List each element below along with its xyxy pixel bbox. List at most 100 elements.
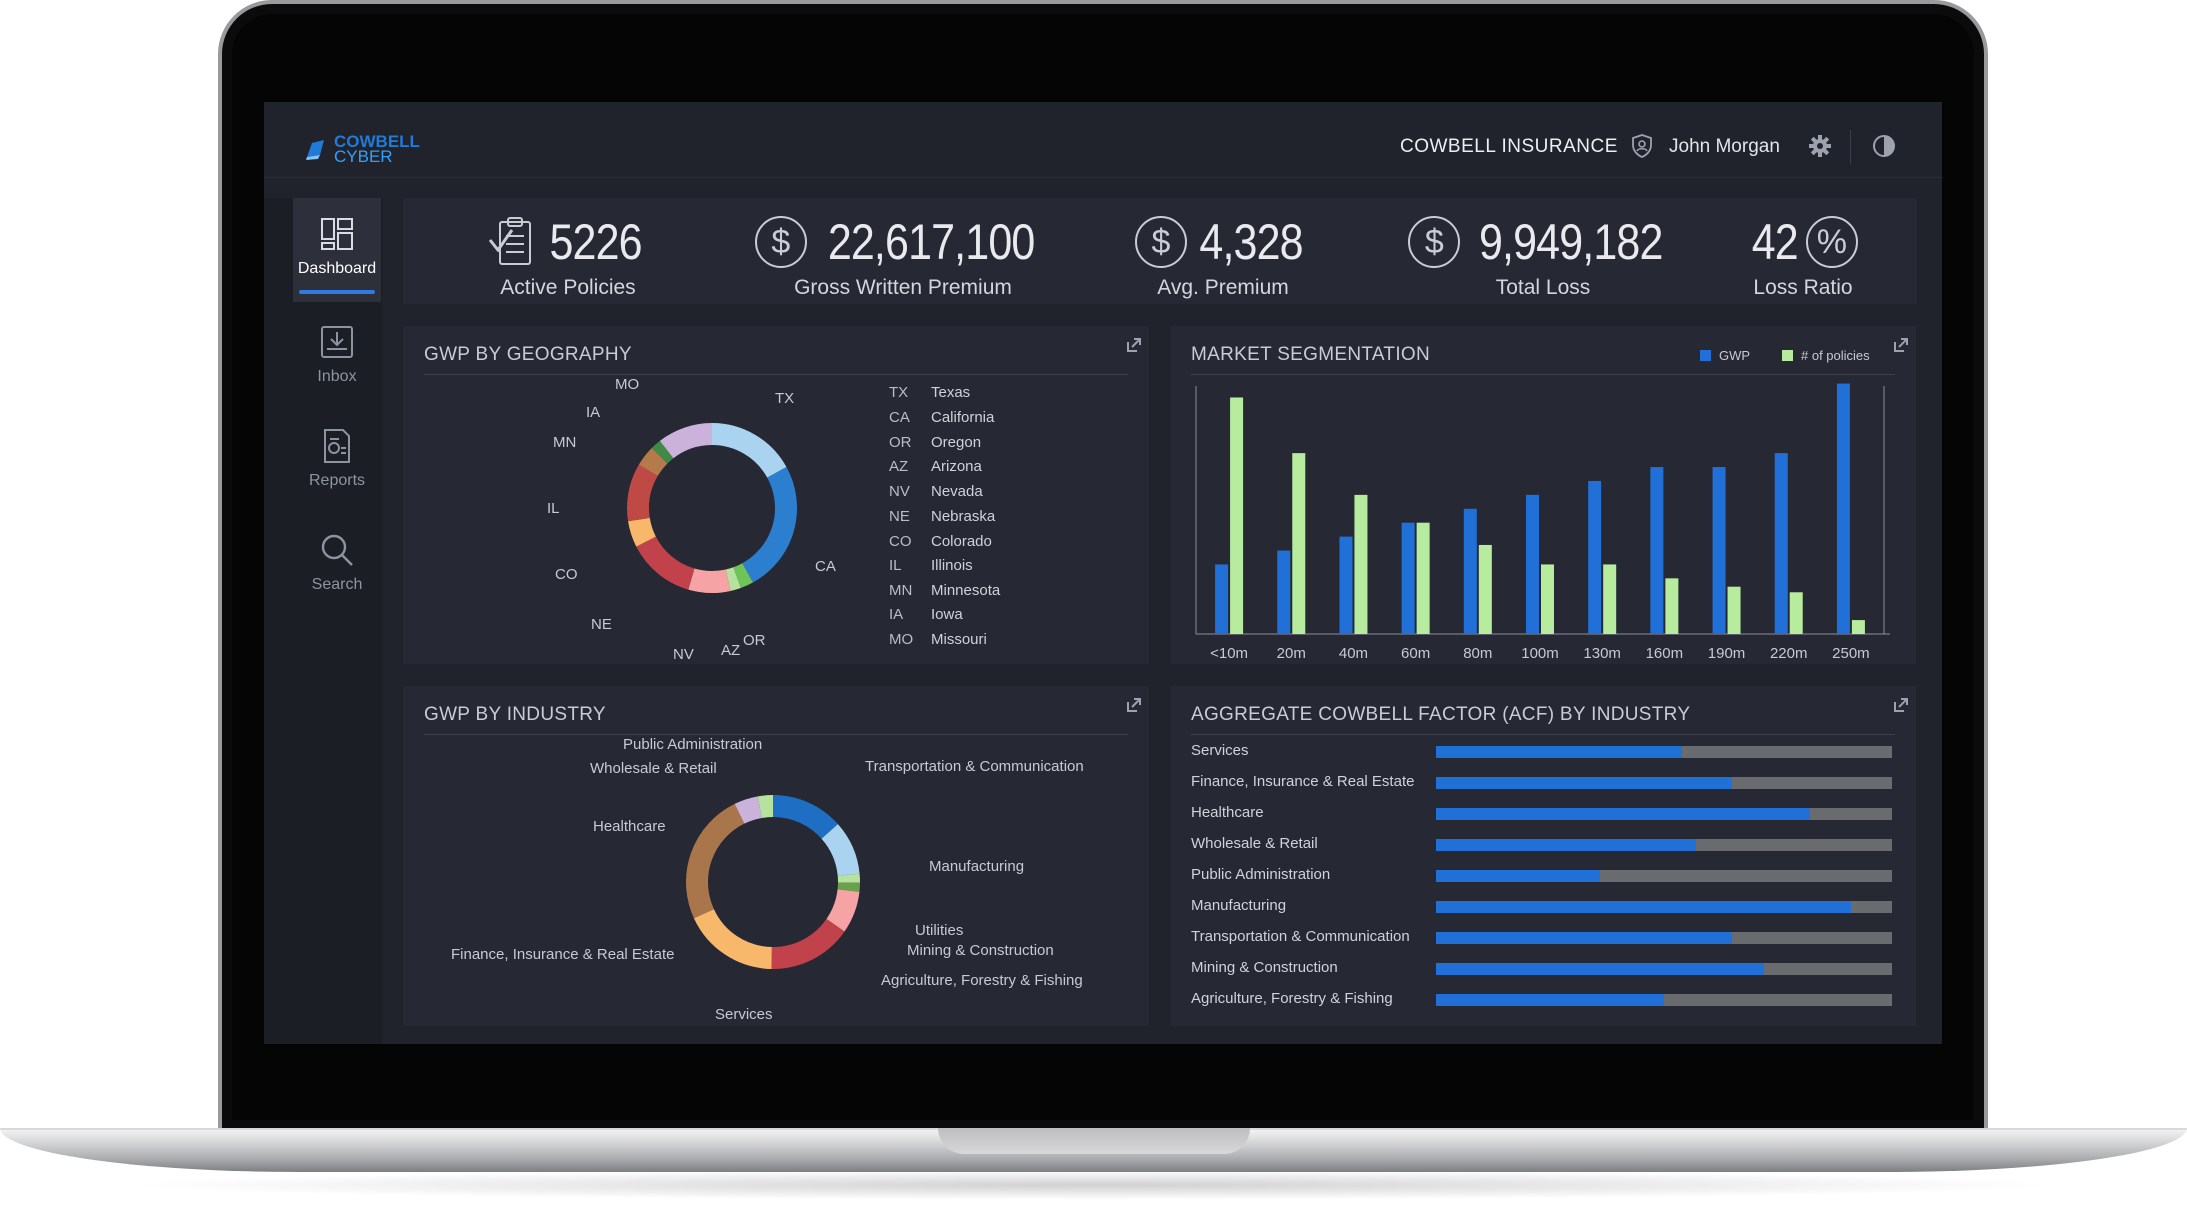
kpi-value: 42 <box>1751 214 1799 270</box>
kpi-total-loss[interactable]: $ 9,949,182 Total Loss <box>1403 210 1683 300</box>
policies-bar[interactable] <box>1789 592 1803 634</box>
acf-track <box>1436 839 1892 851</box>
kpi-loss-ratio[interactable]: 42 % Loss Ratio <box>1723 210 1883 300</box>
geo-slice[interactable] <box>711 423 787 479</box>
geo-slice-label-ca: CA <box>815 558 836 575</box>
legend-label: # of policies <box>1801 348 1870 363</box>
acf-bar <box>1436 932 1733 944</box>
sidebar-item-dashboard[interactable]: Dashboard <box>293 198 381 302</box>
user-name[interactable]: John Morgan <box>1669 136 1780 157</box>
gwp-geography-panel: GWP BY GEOGRAPHY MO TX IA MN IL CO CA NE… <box>403 326 1149 664</box>
acf-row[interactable]: Wholesale & Retail <box>1191 831 1905 859</box>
acf-row[interactable]: Mining & Construction <box>1191 955 1905 983</box>
gwp-bar[interactable] <box>1774 453 1788 634</box>
sidebar-item-search[interactable]: Search <box>293 514 381 618</box>
geo-slice[interactable] <box>659 423 713 459</box>
acf-row[interactable]: Public Administration <box>1191 862 1905 890</box>
policies-bar[interactable] <box>1416 522 1430 634</box>
geo-slice-label-az: AZ <box>721 642 741 659</box>
gwp-bar[interactable] <box>1401 522 1415 634</box>
policies-bar[interactable] <box>1292 453 1306 634</box>
gwp-bar[interactable] <box>1650 467 1664 634</box>
geo-slice-label-nv: NV <box>673 646 694 663</box>
acf-row[interactable]: Agriculture, Forestry & Fishing <box>1191 986 1905 1014</box>
gwp-industry-donut <box>686 795 860 969</box>
acf-row[interactable]: Transportation & Communication <box>1191 924 1905 952</box>
industry-slice[interactable] <box>693 908 773 969</box>
policies-bar[interactable] <box>1603 564 1617 634</box>
kpi-label: Loss Ratio <box>1753 276 1853 299</box>
geo-slice[interactable] <box>725 567 741 591</box>
industry-slice[interactable] <box>771 918 845 969</box>
legend-name: Illinois <box>931 557 973 574</box>
gwp-bar[interactable] <box>1215 564 1229 634</box>
kpi-avg-premium[interactable]: $ 4,328 Avg. Premium <box>1103 210 1343 300</box>
acf-row[interactable]: Finance, Insurance & Real Estate <box>1191 769 1905 797</box>
gwp-bar[interactable] <box>1836 383 1850 634</box>
geo-slice[interactable] <box>636 536 695 590</box>
expand-icon[interactable] <box>1125 696 1143 714</box>
industry-slice[interactable] <box>821 824 860 877</box>
geo-slice-label-or: OR <box>743 632 766 649</box>
gwp-bar[interactable] <box>1526 494 1539 634</box>
policies-bar[interactable] <box>1230 397 1244 634</box>
dollar-icon: $ <box>754 216 807 268</box>
acf-track <box>1436 994 1892 1006</box>
kpi-gross-written-premium[interactable]: $ 22,617,100 Gross Written Premium <box>733 210 1073 300</box>
sidebar-item-label: Search <box>311 576 363 593</box>
industry-slice[interactable] <box>686 803 745 919</box>
expand-icon[interactable] <box>1892 336 1910 354</box>
gwp-bar[interactable] <box>1712 467 1726 634</box>
clipboard-check-icon <box>489 217 532 265</box>
panel-title: GWP BY GEOGRAPHY <box>424 344 632 365</box>
geo-slice[interactable] <box>733 563 753 588</box>
gwp-bar[interactable] <box>1463 508 1477 634</box>
expand-icon[interactable] <box>1892 696 1910 714</box>
theme-toggle-icon[interactable] <box>1870 132 1898 160</box>
acf-bar <box>1436 746 1683 758</box>
legend-item: AZ Arizona <box>889 458 982 475</box>
gear-icon[interactable] <box>1806 132 1834 160</box>
legend-name: Minnesota <box>931 582 1001 599</box>
acf-row[interactable]: Healthcare <box>1191 800 1905 828</box>
geo-slice[interactable] <box>651 440 674 464</box>
kpi-active-policies[interactable]: 5226 Active Policies <box>473 210 663 300</box>
geo-slice[interactable] <box>742 467 797 583</box>
cowbell-logo-icon <box>306 140 324 160</box>
geo-slice[interactable] <box>628 517 657 547</box>
shield-user-icon[interactable] <box>1628 132 1656 160</box>
policies-bar[interactable] <box>1478 544 1492 634</box>
industry-slice[interactable] <box>757 795 774 819</box>
expand-icon[interactable] <box>1125 336 1143 354</box>
policies-bar[interactable] <box>1727 586 1741 634</box>
x-tick-label: 80m <box>1463 645 1492 662</box>
industry-slice[interactable] <box>826 888 860 932</box>
sidebar-item-reports[interactable]: Reports <box>293 410 381 514</box>
acf-label: Wholesale & Retail <box>1191 835 1318 852</box>
acf-track <box>1436 777 1892 789</box>
policies-bar[interactable] <box>1851 620 1865 634</box>
gwp-bar[interactable] <box>1339 536 1353 634</box>
cowbell-logo[interactable]: COWBELL CYBER <box>304 133 420 166</box>
acf-label: Healthcare <box>1191 804 1264 821</box>
kpi-strip: 5226 Active Policies $ 22,617,100 Gross … <box>403 198 1917 304</box>
acf-row[interactable]: Services <box>1191 738 1905 766</box>
gwp-bar[interactable] <box>1277 550 1291 634</box>
gwp-bar[interactable] <box>1588 480 1602 634</box>
geo-slice[interactable] <box>688 568 731 593</box>
geo-slice[interactable] <box>627 464 658 522</box>
acf-track <box>1436 746 1892 758</box>
dollar-icon: $ <box>1408 216 1461 268</box>
acf-row[interactable]: Manufacturing <box>1191 893 1905 921</box>
geo-slice[interactable] <box>638 447 668 477</box>
industry-slice[interactable] <box>734 796 763 824</box>
legend-name: Colorado <box>931 533 992 550</box>
policies-bar[interactable] <box>1541 564 1554 634</box>
logo-line2: CYBER <box>334 147 393 166</box>
sidebar-item-inbox[interactable]: Inbox <box>293 306 381 410</box>
policies-bar[interactable] <box>1354 494 1368 634</box>
policies-bar[interactable] <box>1665 578 1679 634</box>
legend-name: Texas <box>931 384 971 401</box>
industry-slice[interactable] <box>772 795 838 840</box>
